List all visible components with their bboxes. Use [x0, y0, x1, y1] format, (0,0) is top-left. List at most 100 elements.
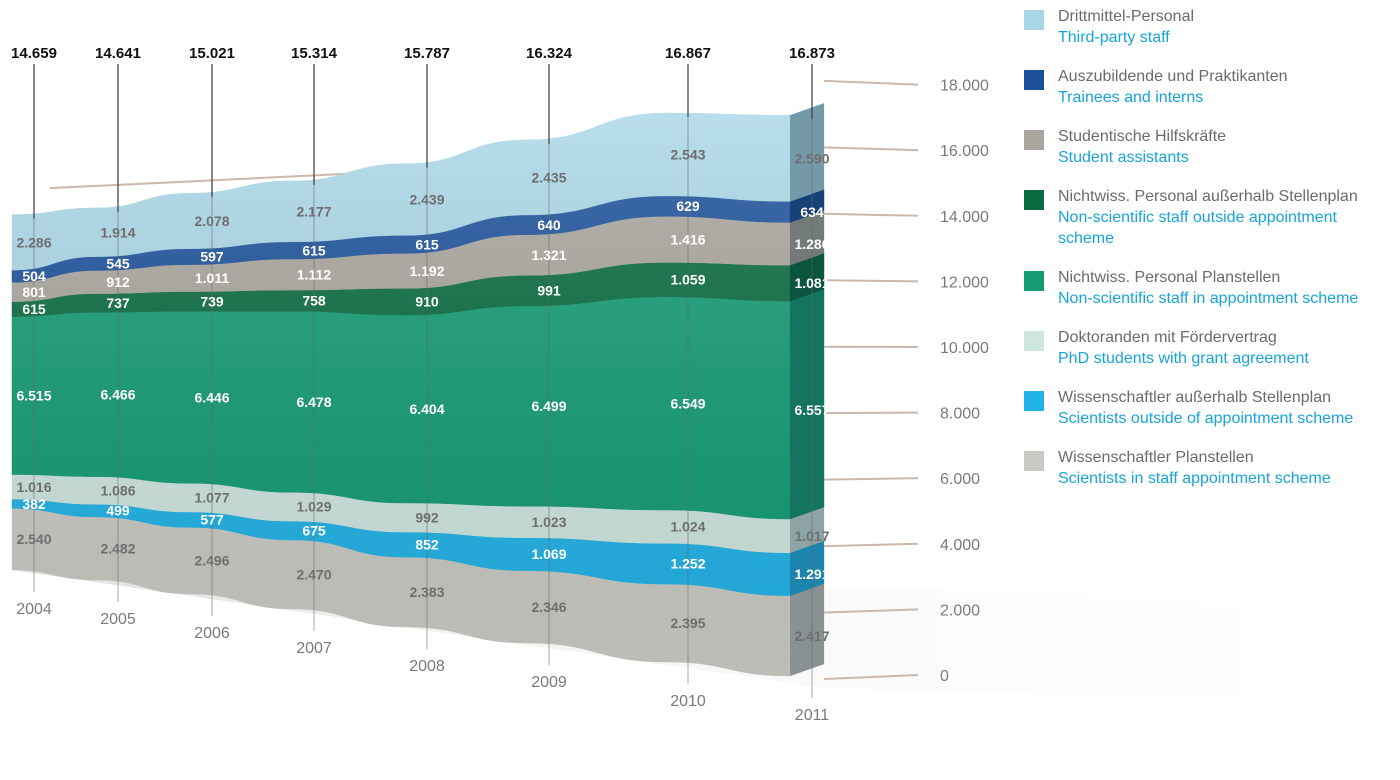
total-label: 16.867	[665, 45, 711, 62]
gridline	[823, 411, 919, 415]
data-label: 6.404	[409, 401, 444, 417]
data-label: 1.023	[531, 514, 566, 530]
legend-label-de: Wissenschaftler außerhalb Stellenplan	[1058, 389, 1332, 406]
data-label: 2.395	[670, 615, 705, 631]
legend-swatch	[1024, 10, 1044, 30]
legend-item: Wissenschaftler Planstellen Scientists in…	[1024, 447, 1394, 489]
data-label: 615	[302, 242, 326, 258]
legend-label-de: Doktoranden mit Fördervertrag	[1058, 329, 1277, 346]
y-tick-label: 10.000	[940, 340, 989, 357]
x-tick-label: 2005	[100, 611, 136, 628]
data-label: 499	[106, 503, 130, 519]
data-label: 992	[415, 510, 439, 526]
data-label: 1.017	[794, 528, 829, 544]
total-label: 15.021	[189, 45, 235, 62]
y-tick-label: 12.000	[940, 274, 989, 291]
gridline	[823, 477, 919, 481]
data-label: 1.914	[100, 224, 135, 240]
total-label: 15.787	[404, 45, 450, 62]
data-label: 597	[200, 249, 224, 265]
data-label: 1.024	[670, 519, 705, 535]
y-tick-label: 0	[940, 668, 949, 685]
data-label: 675	[302, 523, 326, 539]
data-label: 1.077	[194, 490, 229, 506]
data-label: 1.011	[195, 270, 229, 286]
legend-label-en: Third-party staff	[1058, 29, 1170, 46]
data-label: 2.383	[409, 584, 444, 600]
total-label: 16.324	[526, 45, 573, 62]
legend-label-en: Trainees and interns	[1058, 89, 1204, 106]
data-label: 615	[415, 236, 439, 252]
data-label: 758	[302, 293, 326, 309]
data-label: 1.086	[100, 482, 135, 498]
legend-label-de: Wissenschaftler Planstellen	[1058, 449, 1254, 466]
x-tick-label: 2008	[409, 658, 445, 675]
data-label: 1.069	[531, 546, 566, 562]
x-tick-label: 2010	[670, 693, 706, 710]
y-tick-label: 16.000	[940, 143, 989, 160]
legend-item: Studentische Hilfskräfte Student assistan…	[1024, 126, 1394, 168]
legend: Drittmittel-Personal Third-party staff Aus…	[1024, 6, 1394, 507]
data-label: 801	[22, 284, 46, 300]
data-label: 2.286	[16, 234, 51, 250]
data-label: 739	[200, 293, 224, 309]
total-label: 14.659	[11, 45, 57, 62]
gridline	[823, 146, 919, 152]
gridline	[823, 674, 919, 680]
legend-item: Wissenschaftler außerhalb Stellenplan Sci…	[1024, 387, 1394, 429]
data-label: 629	[676, 198, 700, 214]
data-label: 1.416	[670, 231, 705, 247]
x-tick-label: 2006	[194, 625, 230, 642]
legend-item: Drittmittel-Personal Third-party staff	[1024, 6, 1394, 48]
data-label: 545	[106, 256, 130, 272]
data-label: 1.286	[794, 236, 829, 252]
gridlines-front	[823, 79, 919, 680]
data-label: 991	[537, 283, 561, 299]
legend-label-en: Student assistants	[1058, 149, 1189, 166]
y-axis-labels: 0 2.000 4.000 6.000 8.000 10.000 12.000 14.000 1…	[940, 78, 989, 685]
data-label: 6.466	[100, 387, 135, 403]
legend-swatch	[1024, 451, 1044, 471]
legend-swatch	[1024, 271, 1044, 291]
legend-swatch	[1024, 190, 1044, 210]
data-label: 1.112	[297, 267, 331, 283]
data-label: 2.470	[296, 566, 331, 582]
legend-label-de: Drittmittel-Personal	[1058, 8, 1195, 25]
data-label: 2.496	[194, 553, 229, 569]
data-label: 1.192	[409, 263, 444, 279]
data-label: 1.016	[16, 479, 51, 495]
value-labels: 14.65920042.5403821.0166.5156158015042.2…	[11, 45, 835, 724]
data-label: 615	[22, 301, 46, 317]
total-label: 16.873	[789, 45, 835, 62]
data-label: 2.590	[794, 150, 829, 166]
data-label: 2.543	[670, 147, 705, 163]
data-label: 2.417	[794, 628, 829, 644]
side-face-shade	[790, 103, 824, 677]
gridline	[823, 212, 919, 217]
data-label: 382	[22, 496, 46, 512]
leader-lines	[33, 64, 813, 698]
y-tick-label: 8.000	[940, 406, 980, 423]
data-label: 1.291	[794, 566, 829, 582]
legend-item: Auszubildende und Praktikanten Trainees a…	[1024, 66, 1394, 108]
data-label: 640	[537, 217, 561, 233]
data-label: 1.252	[670, 556, 705, 572]
y-tick-label: 4.000	[940, 537, 980, 554]
legend-swatch	[1024, 331, 1044, 351]
legend-label-de: Studentische Hilfskräfte	[1058, 128, 1227, 145]
legend-label-en: Scientists outside of appointment scheme	[1058, 410, 1354, 427]
gridline	[823, 279, 919, 283]
data-label: 577	[200, 512, 224, 528]
data-label: 2.435	[531, 169, 566, 185]
data-label: 634	[800, 204, 824, 220]
total-label: 15.314	[291, 45, 338, 62]
data-label: 737	[106, 295, 130, 311]
legend-label-en: Non-scientific staff outside appointment…	[1058, 209, 1337, 247]
area-shading	[12, 113, 790, 676]
gridline	[823, 542, 919, 548]
x-tick-label: 2009	[531, 674, 567, 691]
data-label: 1.321	[531, 247, 566, 263]
total-label: 14.641	[95, 45, 141, 62]
data-label: 852	[415, 537, 439, 553]
data-label: 910	[415, 294, 439, 310]
